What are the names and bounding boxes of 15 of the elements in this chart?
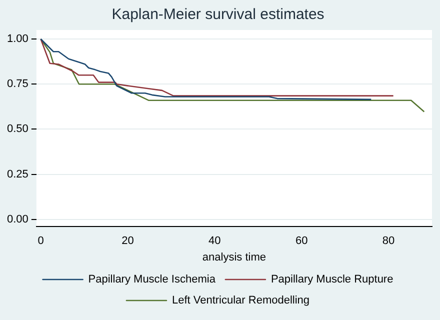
y-tick-label: 1.00 <box>6 33 28 46</box>
x-tick-label: 40 <box>208 235 221 248</box>
x-tick-label: 80 <box>382 235 395 248</box>
x-tick-label: 0 <box>38 235 44 248</box>
y-tick-label: 0.25 <box>6 168 28 180</box>
x-tick-label: 60 <box>295 235 308 248</box>
x-axis-title: analysis time <box>202 251 266 264</box>
legend-label: Left Ventricular Remodelling <box>172 294 310 307</box>
y-tick-label: 0.50 <box>6 123 28 136</box>
legend-label: Papillary Muscle Rupture <box>270 274 394 286</box>
chart-title: Kaplan-Meier survival estimates <box>112 6 324 24</box>
x-tick-label: 20 <box>122 235 134 248</box>
legend-label: Papillary Muscle Ischemia <box>88 274 216 286</box>
y-tick-label: 0.75 <box>6 78 28 90</box>
y-tick-label: 0.00 <box>6 213 28 226</box>
